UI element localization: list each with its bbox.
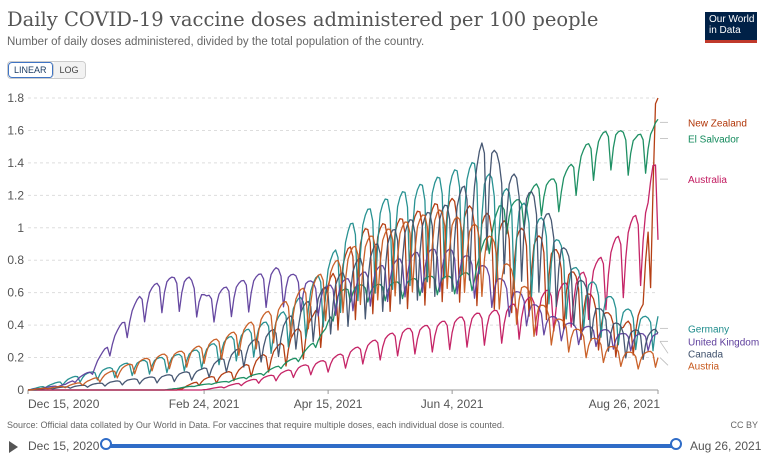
timeline-end-handle[interactable] (670, 438, 682, 450)
series-label: Germany (688, 324, 729, 335)
x-tick-label: Feb 24, 2021 (169, 397, 240, 411)
series-label: Canada (688, 349, 723, 360)
series-label-connector (659, 341, 669, 354)
chart-subtitle: Number of daily doses administered, divi… (7, 36, 425, 48)
y-tick-label: 0.4 (7, 318, 24, 332)
series-label: Australia (688, 175, 727, 186)
series-line (27, 161, 659, 391)
scale-toggle: LINEAR LOG (7, 61, 86, 79)
series-line (28, 164, 659, 391)
series-label: New Zealand (688, 118, 747, 129)
y-tick-label: 0.2 (7, 351, 24, 365)
y-tick-label: 1.8 (7, 91, 24, 105)
series-label-connector (659, 357, 669, 366)
series-line (28, 118, 659, 391)
y-tick-label: 1.2 (7, 188, 24, 202)
y-tick-label: 1 (17, 221, 24, 235)
y-tick-label: 1.4 (7, 156, 24, 170)
source-note: Source: Official data collated by Our Wo… (7, 420, 505, 430)
log-scale-button[interactable]: LOG (53, 62, 85, 78)
x-tick-label: Jun 4, 2021 (421, 397, 484, 411)
x-tick-label: Aug 26, 2021 (589, 397, 661, 411)
logo-line-1: Our World (709, 14, 755, 25)
series-line (27, 248, 659, 391)
linear-scale-button[interactable]: LINEAR (8, 62, 54, 78)
series-line (28, 97, 659, 391)
x-tick-label: Dec 15, 2020 (28, 397, 100, 411)
timeline-track[interactable] (106, 444, 676, 448)
series-line (27, 142, 659, 391)
series-label: United Kingdom (688, 337, 759, 348)
y-tick-label: 0 (17, 383, 24, 397)
timeline-start-label: Dec 15, 2020 (28, 439, 100, 453)
series-label: Austria (688, 361, 720, 372)
y-tick-label: 0.6 (7, 286, 24, 300)
x-tick-label: Apr 15, 2021 (294, 397, 363, 411)
series-line (27, 209, 659, 391)
series-label: El Salvador (688, 135, 740, 146)
timeline-start-handle[interactable] (100, 438, 112, 450)
timeline-end-label: Aug 26, 2021 (690, 439, 762, 453)
license-link[interactable]: CC BY (730, 420, 758, 430)
line-chart: 0 0.2 0.4 0.6 0.8 1 1.2 1.4 1.6 1.8 Dec 15, 2020 Fe… (7, 91, 759, 411)
logo-accent-bar (705, 40, 757, 43)
logo-line-2: in Data (709, 25, 741, 36)
owid-logo[interactable]: Our World in Data (705, 12, 757, 42)
timeline: Dec 15, 2020 Aug 26, 2021 (0, 436, 768, 456)
y-tick-label: 0.8 (7, 253, 24, 267)
y-tick-label: 1.6 (7, 123, 24, 137)
chart-title: Daily COVID-19 vaccine doses administere… (7, 8, 599, 31)
play-icon[interactable] (9, 441, 18, 453)
